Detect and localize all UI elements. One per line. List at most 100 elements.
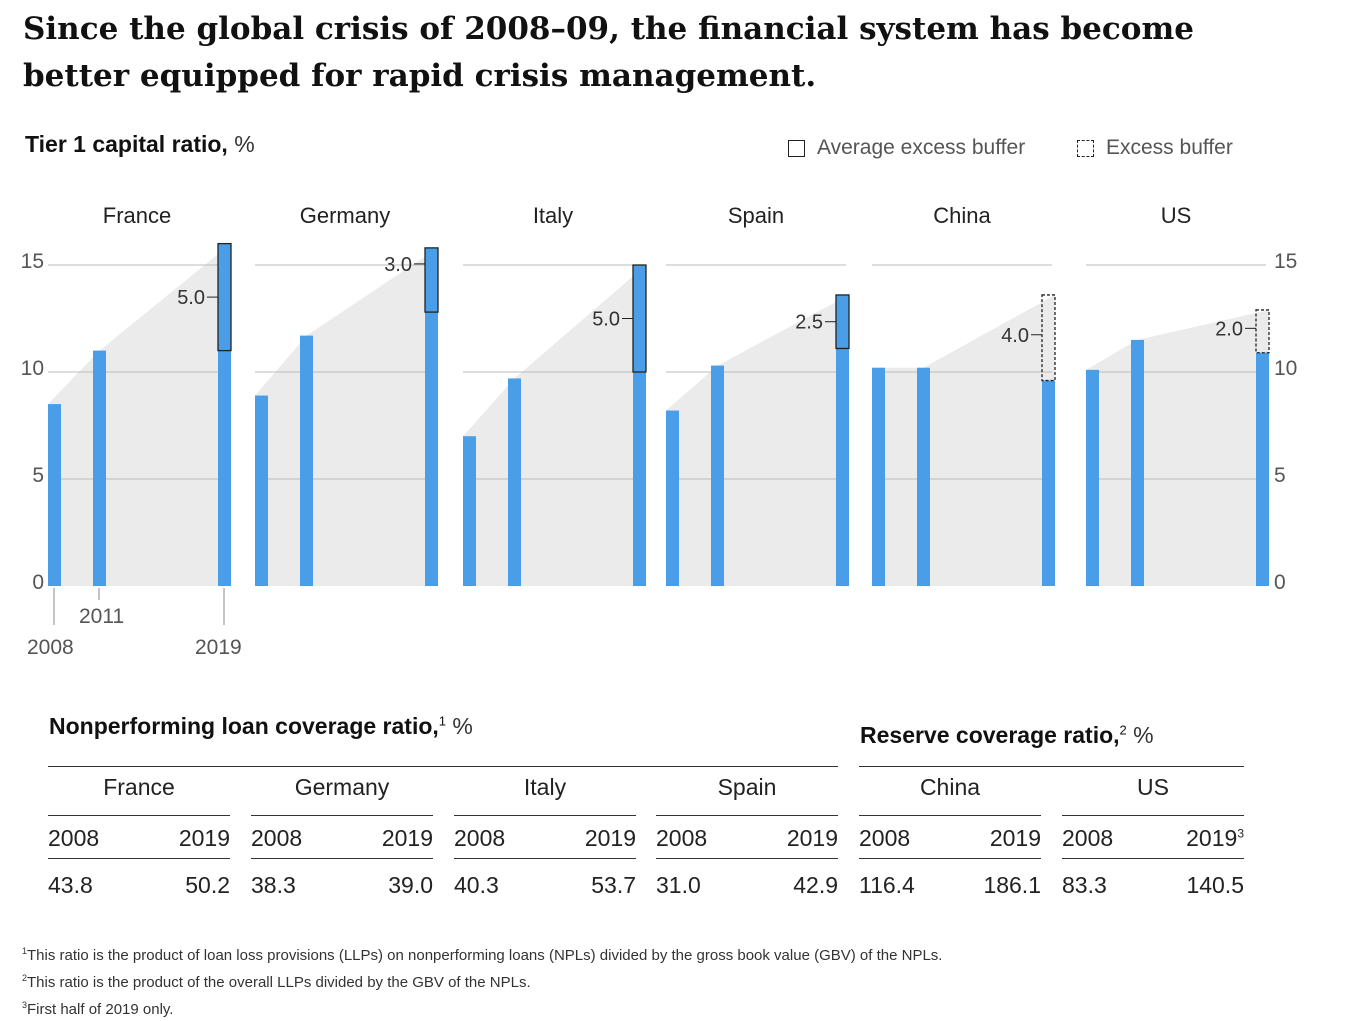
table-rule-spain (656, 815, 838, 816)
table-country-germany: Germany (294, 774, 390, 800)
bar-italy-2 (633, 372, 646, 586)
year-label-2008: 2008 (27, 636, 74, 659)
footnotes: 1This ratio is the product of loan loss … (22, 940, 942, 1021)
footnote-2: 2This ratio is the product of the overal… (22, 967, 942, 994)
table-year1-germany: 2008 (251, 825, 303, 851)
table-rule-germany (251, 815, 433, 816)
legend-solid-box-icon (788, 139, 805, 157)
buffer-label-italy: 5.0 (592, 309, 620, 331)
table-value2-germany: 39.0 (388, 872, 433, 898)
bar-italy-0 (463, 436, 476, 586)
footnote-1: 1This ratio is the product of loan loss … (22, 940, 942, 967)
table-rule-years-france (48, 858, 230, 859)
year-label-2019: 2019 (195, 636, 242, 659)
footnote-3-marker: 3 (22, 1000, 28, 1010)
buffer-box-germany (424, 247, 439, 313)
table-year2-france: 2019 (178, 825, 230, 851)
footnote-2-text: This ratio is the product of the overall… (27, 974, 531, 991)
headline: Since the global crisis of 2008–09, the … (23, 11, 1194, 94)
y-tick-left-0: 0 (32, 571, 44, 594)
buffer-label-us: 2.0 (1215, 318, 1243, 340)
table-year2-footnote-ref: 3 (1237, 826, 1244, 841)
chart-section-title-text: Tier 1 capital ratio, (25, 131, 228, 157)
buffer-box-france (217, 242, 232, 352)
npl-table-title-text: Nonperforming loan coverage ratio, (49, 713, 439, 739)
area-germany (255, 247, 438, 586)
table-year1-china: 2008 (859, 825, 911, 851)
table-value1-germany: 38.3 (251, 872, 296, 898)
footnote-2-marker: 2 (22, 973, 28, 983)
country-label-italy: Italy (533, 203, 573, 228)
table-country-france: France (103, 774, 175, 800)
buffer-box-italy (632, 264, 647, 373)
chart-section-unit: % (234, 131, 255, 157)
footnote-3-text: First half of 2019 only. (27, 1001, 174, 1018)
y-tick-right-10: 10 (1274, 357, 1297, 380)
buffer-label-china: 4.0 (1001, 325, 1029, 347)
bar-us-1 (1131, 339, 1144, 586)
bar-italy-1 (508, 378, 521, 586)
bar-china-1 (917, 367, 930, 586)
area-spain (666, 294, 849, 586)
legend-excess-buffer: Excess buffer (1077, 136, 1233, 160)
reserve-table-unit: % (1133, 722, 1154, 748)
npl-table-title: Nonperforming loan coverage ratio,1 % (49, 713, 473, 740)
bar-france-2 (218, 350, 231, 586)
npl-table-footnote-ref: 1 (438, 713, 447, 729)
table-rule-years-china (859, 858, 1041, 859)
legend-average-label: Average excess buffer (817, 136, 1026, 159)
table-value1-us: 83.3 (1062, 872, 1107, 898)
bar-france-1 (93, 350, 106, 586)
table-value2-china: 186.1 (983, 872, 1041, 898)
table-year2-china: 2019 (989, 825, 1041, 851)
table-country-china: China (919, 774, 981, 800)
buffer-box-us (1255, 309, 1270, 354)
table-value2-italy: 53.7 (591, 872, 636, 898)
table-rule-china (859, 815, 1041, 816)
bar-china-0 (872, 367, 885, 586)
table-year1-us: 2008 (1062, 825, 1114, 851)
legend-excess-label: Excess buffer (1106, 136, 1233, 159)
table-value1-china: 116.4 (859, 872, 915, 898)
reserve-table-top-rule (859, 766, 1244, 767)
table-year2-spain: 2019 (786, 825, 838, 851)
bar-us-0 (1086, 369, 1099, 586)
y-tick-left-5: 5 (32, 464, 44, 487)
chart-section-title: Tier 1 capital ratio, % (25, 131, 255, 158)
bar-spain-1 (711, 365, 724, 586)
table-rule-italy (454, 815, 636, 816)
table-value1-spain: 31.0 (656, 872, 701, 898)
bar-china-2 (1042, 380, 1055, 586)
y-tick-right-15: 15 (1274, 250, 1297, 273)
bar-spain-0 (666, 410, 679, 586)
table-year2-us: 20193 (1186, 825, 1244, 851)
table-value2-france: 50.2 (185, 872, 230, 898)
table-value1-france: 43.8 (48, 872, 93, 898)
bar-spain-2 (836, 348, 849, 586)
year-label-2011: 2011 (79, 605, 124, 628)
buffer-label-france: 5.0 (177, 287, 205, 309)
bar-france-0 (48, 404, 61, 586)
table-rule-us (1062, 815, 1244, 816)
npl-table-unit: % (452, 713, 473, 739)
reserve-table-title: Reserve coverage ratio,2 % (860, 722, 1154, 749)
y-tick-left-10: 10 (21, 357, 44, 380)
bar-germany-1 (300, 335, 313, 586)
buffer-label-germany: 3.0 (384, 254, 412, 276)
bar-germany-2 (425, 312, 438, 586)
table-year2-italy: 2019 (584, 825, 636, 851)
table-value2-spain: 42.9 (793, 872, 838, 898)
y-tick-right-0: 0 (1274, 571, 1286, 594)
table-value1-italy: 40.3 (454, 872, 499, 898)
table-year1-italy: 2008 (454, 825, 506, 851)
y-tick-left-15: 15 (21, 250, 44, 273)
table-year2-germany: 2019 (381, 825, 433, 851)
country-label-us: US (1161, 203, 1192, 228)
table-year1-spain: 2008 (656, 825, 708, 851)
tier1-capital-chart: 5.0 France 3.0 Germany 5.0 Italy 2.5 Spain 4.0 Ch… (21, 203, 1298, 659)
table-rule-years-germany (251, 858, 433, 859)
legend-dashed-box-icon (1077, 139, 1094, 157)
country-label-france: France (103, 203, 171, 228)
country-label-germany: Germany (300, 203, 390, 228)
table-country-spain: Spain (717, 774, 777, 800)
